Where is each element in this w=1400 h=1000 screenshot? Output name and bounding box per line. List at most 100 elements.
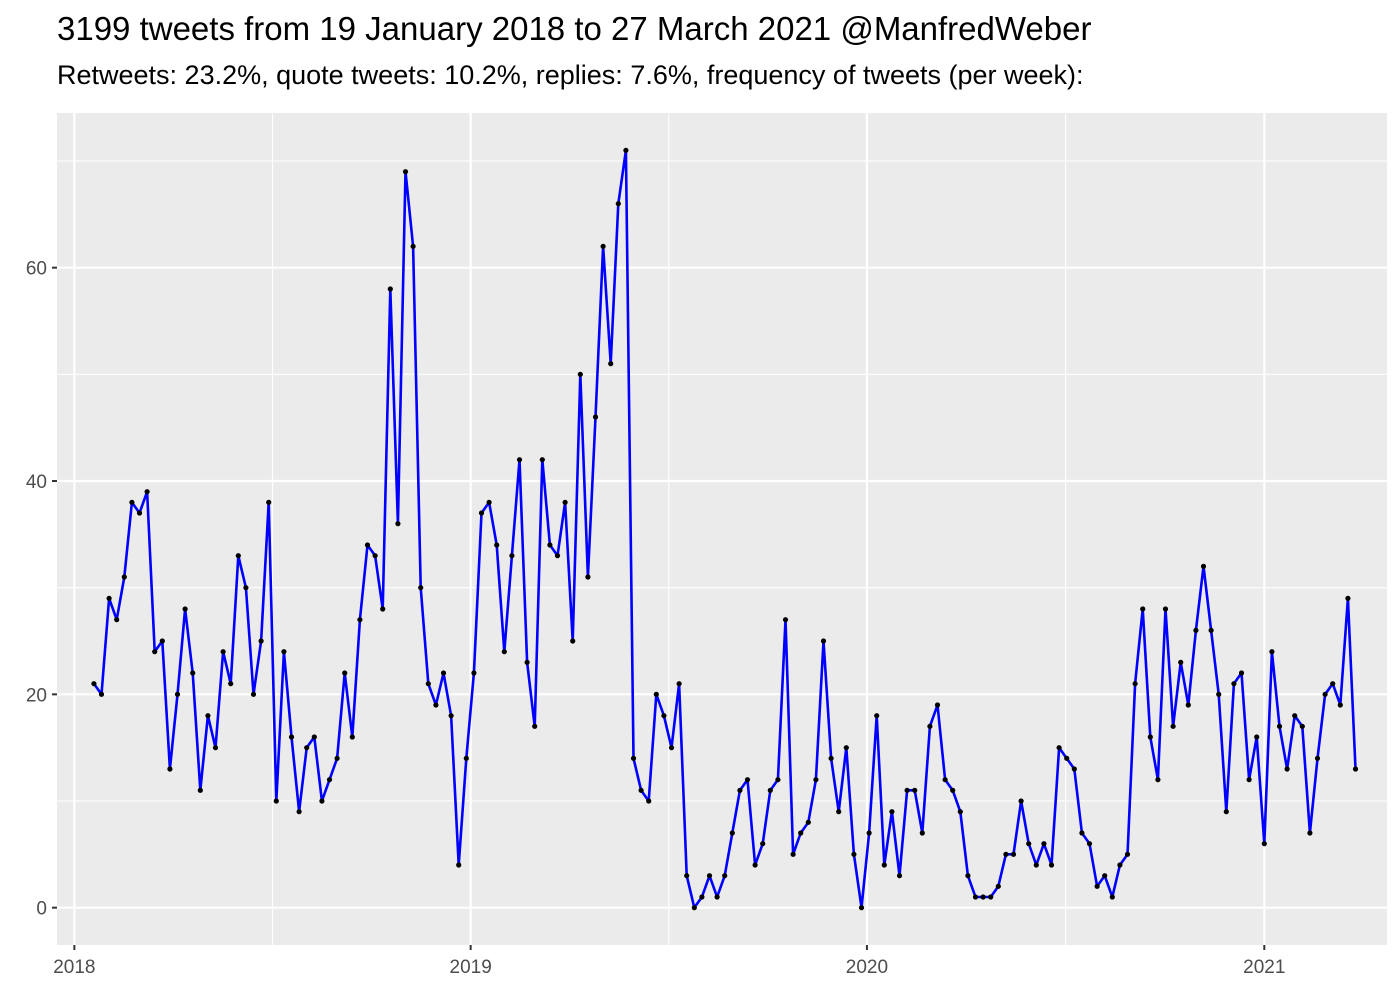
data-point	[1117, 862, 1123, 868]
data-point	[205, 713, 211, 719]
data-point	[775, 777, 781, 783]
plot-panel	[57, 113, 1387, 945]
data-point	[942, 777, 948, 783]
data-point	[182, 606, 188, 612]
y-tick-label: 0	[36, 899, 47, 920]
data-point	[950, 787, 956, 793]
data-point	[334, 755, 340, 761]
data-point	[1223, 809, 1229, 815]
data-point	[1178, 659, 1184, 665]
data-point	[1292, 713, 1298, 719]
data-point	[934, 702, 941, 708]
data-point	[174, 691, 181, 697]
data-point	[114, 617, 120, 623]
data-point	[995, 883, 1001, 889]
data-point	[957, 809, 963, 815]
data-point	[661, 713, 667, 719]
data-point	[866, 830, 872, 836]
data-point	[296, 809, 302, 815]
data-point	[1170, 723, 1176, 729]
data-point	[516, 457, 523, 463]
data-point	[144, 489, 150, 495]
data-point	[1041, 841, 1047, 847]
data-point	[752, 862, 758, 868]
data-point	[410, 243, 416, 249]
data-point	[858, 905, 865, 911]
data-point	[1254, 734, 1260, 740]
data-point	[767, 787, 773, 793]
data-point	[1162, 606, 1169, 612]
data-point	[167, 766, 173, 772]
data-point	[1155, 777, 1161, 783]
data-point	[904, 787, 910, 793]
data-point	[653, 691, 659, 697]
data-point	[304, 745, 310, 751]
data-point	[1132, 681, 1138, 687]
data-point	[722, 873, 728, 879]
data-point	[813, 777, 819, 783]
data-point	[494, 542, 500, 548]
data-point	[737, 787, 743, 793]
data-point	[881, 862, 887, 868]
data-point	[851, 851, 857, 857]
data-point	[1284, 766, 1290, 772]
data-point	[258, 638, 264, 644]
data-point	[425, 681, 431, 687]
data-point	[668, 745, 675, 751]
data-point	[1026, 841, 1032, 847]
data-point	[1337, 702, 1343, 708]
data-point	[326, 777, 333, 783]
data-point	[1094, 883, 1100, 889]
data-point	[364, 542, 371, 548]
data-point	[357, 617, 363, 623]
data-point	[1352, 766, 1359, 772]
data-point	[235, 553, 241, 559]
data-point	[1109, 894, 1115, 900]
data-point	[1216, 691, 1222, 697]
data-point	[501, 649, 507, 655]
data-point	[380, 606, 386, 612]
data-point	[1261, 841, 1267, 847]
data-point	[836, 809, 842, 815]
data-point	[1124, 851, 1131, 857]
data-point	[1185, 702, 1191, 708]
data-point	[615, 201, 621, 207]
x-tick-label: 2020	[846, 957, 888, 978]
data-point	[972, 894, 979, 900]
data-point	[1147, 734, 1153, 740]
data-point	[714, 894, 720, 900]
data-point	[266, 499, 272, 505]
data-point	[212, 745, 219, 751]
data-point	[342, 670, 348, 676]
data-point	[486, 499, 492, 505]
y-tick-label: 60	[26, 259, 47, 280]
data-point	[577, 371, 583, 377]
data-point	[927, 723, 933, 729]
data-point	[1238, 670, 1245, 676]
data-point	[912, 787, 918, 793]
data-point	[805, 819, 811, 825]
chart-subtitle: Retweets: 23.2%, quote tweets: 10.2%, re…	[57, 60, 1084, 90]
data-point	[281, 649, 287, 655]
data-point	[311, 734, 317, 740]
data-point	[433, 702, 439, 708]
data-point	[463, 755, 469, 761]
data-point	[684, 873, 690, 879]
chart-title: 3199 tweets from 19 January 2018 to 27 M…	[57, 10, 1092, 47]
data-point	[1322, 691, 1328, 697]
data-point	[843, 745, 849, 751]
data-point	[570, 638, 576, 644]
data-point	[608, 361, 614, 367]
data-point	[129, 499, 135, 505]
data-point	[1276, 723, 1283, 729]
y-tick-label: 20	[26, 685, 47, 706]
data-point	[1010, 851, 1017, 857]
data-point	[1102, 873, 1108, 879]
data-point	[965, 873, 971, 879]
data-point	[600, 243, 606, 249]
data-point	[1048, 862, 1055, 868]
data-point	[1345, 595, 1351, 601]
data-point	[790, 851, 796, 857]
data-point	[98, 691, 105, 697]
data-point	[1330, 681, 1336, 687]
